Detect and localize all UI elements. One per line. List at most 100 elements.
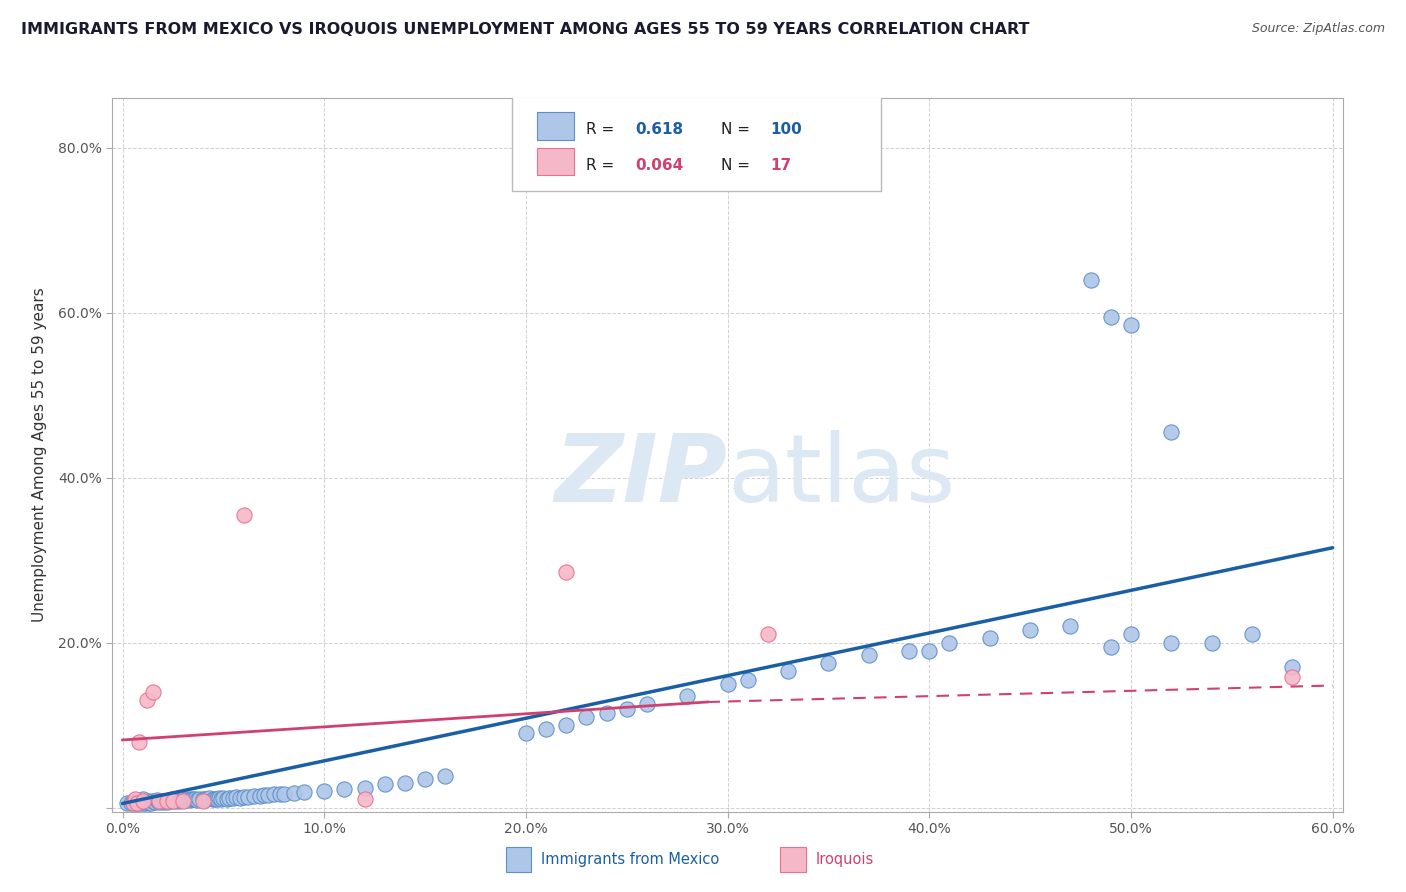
Point [181,792,204,806]
Point [156,794,179,808]
Point [817,657,839,671]
Point [249,789,271,803]
Text: Iroquois: Iroquois [815,853,873,867]
Point [174,793,197,807]
Point [212,790,235,805]
Point [172,792,194,806]
Point [129,795,152,809]
Point [153,794,176,808]
Point [132,792,155,806]
Point [232,789,254,804]
Point [1119,318,1142,332]
Point [160,794,183,808]
Point [115,797,138,811]
Point [918,644,941,658]
Point [1099,640,1122,654]
Point [1281,670,1303,684]
Point [353,780,375,795]
Point [676,690,699,704]
Point [218,790,240,805]
Point [717,677,740,691]
Point [195,792,218,806]
Point [1059,619,1081,633]
Point [1019,624,1042,638]
Point [179,793,201,807]
Point [142,794,165,808]
Point [636,698,658,712]
Point [132,797,155,811]
FancyBboxPatch shape [512,95,882,191]
Point [273,787,295,801]
Point [208,790,231,805]
Point [263,788,285,802]
Point [148,795,170,809]
Point [125,797,148,811]
Point [204,791,226,805]
Point [198,790,221,805]
Text: Immigrants from Mexico: Immigrants from Mexico [541,853,720,867]
Point [162,792,184,806]
Point [353,792,375,806]
Point [283,786,305,800]
Point [595,706,617,720]
Point [374,777,396,791]
Point [292,785,315,799]
Point [184,792,207,806]
Point [1240,627,1263,641]
Point [202,792,225,806]
Point [333,782,356,797]
Point [143,795,166,809]
Point [979,632,1001,646]
Point [162,794,184,808]
Point [128,734,150,748]
Point [1099,310,1122,324]
Point [209,791,232,805]
Point [242,789,264,803]
Point [756,627,779,641]
Text: IMMIGRANTS FROM MEXICO VS IROQUOIS UNEMPLOYMENT AMONG AGES 55 TO 59 YEARS CORREL: IMMIGRANTS FROM MEXICO VS IROQUOIS UNEMP… [21,22,1029,37]
Point [938,635,960,649]
Point [1080,272,1102,286]
Point [146,793,169,807]
Point [176,792,198,806]
Point [152,795,174,809]
Point [253,789,276,803]
Point [858,648,880,662]
Point [128,797,150,811]
Point [157,793,180,807]
Point [156,795,179,809]
Point [193,792,215,806]
Point [124,797,146,811]
Point [121,795,143,809]
Point [1281,660,1303,674]
Point [194,791,217,805]
Point [166,793,188,807]
FancyBboxPatch shape [537,112,574,139]
Point [236,789,259,804]
Point [1119,627,1142,641]
Text: N =: N = [721,122,755,137]
Point [135,795,157,809]
Point [148,794,170,808]
Point [135,693,157,707]
Point [515,726,537,740]
Point [170,793,193,807]
Point [737,673,759,687]
Point [172,794,194,808]
Text: 0.618: 0.618 [636,122,683,137]
Point [134,796,156,810]
Point [256,789,278,803]
Point [225,789,247,804]
Point [555,566,578,580]
Point [778,665,800,679]
Point [394,776,416,790]
Text: 100: 100 [770,122,803,137]
Text: R =: R = [586,158,619,173]
Point [180,791,202,805]
Point [139,796,162,810]
Point [124,792,146,806]
Point [434,769,457,783]
Text: 0.064: 0.064 [636,158,683,173]
Point [232,508,254,522]
Point [188,791,211,805]
